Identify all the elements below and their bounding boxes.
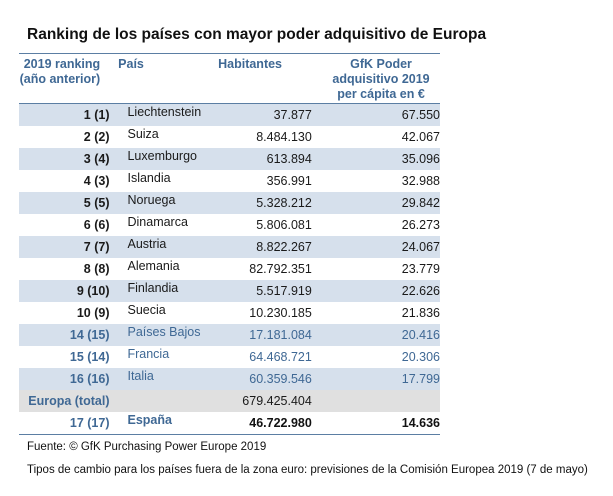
- table-row: 10 (9) Suecia 10.230.185 21.836: [19, 302, 440, 324]
- table-row: 4 (3) Islandia 356.991 32.988: [19, 170, 440, 192]
- cell-rank: 7 (7): [83, 240, 110, 254]
- cell-rank: 15 (14): [69, 350, 110, 364]
- table-row: 15 (14) Francia 64.468.721 20.306: [19, 346, 440, 368]
- cell-inhabitants: 10.230.185: [249, 306, 312, 320]
- cell-inhabitants: 8.822.267: [256, 240, 312, 254]
- cell-rank: 3 (4): [83, 152, 110, 166]
- cell-power: 22.626: [401, 284, 440, 298]
- cell-power: 17.799: [401, 372, 440, 386]
- cell-country: Finlandia: [127, 281, 179, 295]
- cell-power: 29.842: [401, 196, 440, 210]
- cell-inhabitants: 82.792.351: [249, 262, 312, 276]
- cell-inhabitants: 5.328.212: [256, 196, 312, 210]
- cell-country: Países Bajos: [127, 325, 201, 339]
- cell-rank: 16 (16): [69, 372, 110, 386]
- table-row: 16 (16) Italia 60.359.546 17.799: [19, 368, 440, 390]
- total-inhabitants: 679.425.404: [242, 394, 312, 408]
- header-purchasing-power: GfK Poder adquisitivo 2019 per cápita en…: [282, 54, 440, 103]
- header-power-line1: GfK Poder: [350, 57, 412, 71]
- cell-country: Suiza: [127, 127, 159, 141]
- cell-rank: 5 (5): [83, 196, 110, 210]
- header-rank: 2019 ranking (año anterior): [19, 54, 101, 103]
- source-note: Fuente: © GfK Purchasing Power Europe 20…: [27, 441, 267, 453]
- table-body: 1 (1) Liechtenstein 37.877 67.550 2 (2) Suiza…: [19, 104, 440, 390]
- total-label: Europa (total): [28, 394, 110, 408]
- header-power-line3: per cápita en €: [337, 87, 425, 101]
- cell-country: Dinamarca: [127, 215, 188, 229]
- table-row: 8 (8) Alemania 82.792.351 23.779: [19, 258, 440, 280]
- cell-rank: 14 (15): [69, 328, 110, 342]
- cell-power: 26.273: [401, 218, 440, 232]
- table-row: 3 (4) Luxemburgo 613.894 35.096: [19, 148, 440, 170]
- cell-inhabitants: 8.484.130: [256, 130, 312, 144]
- cell-rank: 4 (3): [83, 174, 110, 188]
- cell-country: Luxemburgo: [127, 149, 197, 163]
- exchange-note: Tipos de cambio para los países fuera de…: [27, 464, 588, 476]
- cell-inhabitants: 356.991: [266, 174, 312, 188]
- cell-country: Islandia: [127, 171, 171, 185]
- header-country: País: [118, 57, 144, 71]
- spain-power: 14.636: [401, 416, 440, 430]
- table-row: 2 (2) Suiza 8.484.130 42.067: [19, 126, 440, 148]
- table-row-total: Europa (total) 679.425.404: [19, 390, 440, 412]
- page-title: Ranking de los países con mayor poder ad…: [27, 26, 487, 43]
- cell-power: 42.067: [401, 130, 440, 144]
- cell-inhabitants: 37.877: [273, 108, 312, 122]
- cell-power: 24.067: [401, 240, 440, 254]
- cell-inhabitants: 5.517.919: [256, 284, 312, 298]
- cell-power: 32.988: [401, 174, 440, 188]
- cell-country: Alemania: [127, 259, 180, 273]
- cell-rank: 9 (10): [76, 284, 110, 298]
- table-header: 2019 ranking (año anterior) País Habitan…: [19, 54, 440, 104]
- cell-power: 35.096: [401, 152, 440, 166]
- table-row: 7 (7) Austria 8.822.267 24.067: [19, 236, 440, 258]
- cell-country: Noruega: [127, 193, 176, 207]
- cell-rank: 6 (6): [83, 218, 110, 232]
- cell-rank: 2 (2): [83, 130, 110, 144]
- header-rank-line2: (año anterior): [19, 72, 101, 86]
- table-row: 14 (15) Países Bajos 17.181.084 20.416: [19, 324, 440, 346]
- spain-inhabitants: 46.722.980: [249, 416, 312, 430]
- cell-power: 67.550: [401, 108, 440, 122]
- cell-country: Suecia: [127, 303, 166, 317]
- table-row-spain: 17 (17) España 46.722.980 14.636: [19, 412, 440, 434]
- cell-power: 21.836: [401, 306, 440, 320]
- cell-power: 23.779: [401, 262, 440, 276]
- cell-country: Francia: [127, 347, 170, 361]
- cell-inhabitants: 5.806.081: [256, 218, 312, 232]
- spain-rank: 17 (17): [69, 416, 110, 430]
- table-row: 5 (5) Noruega 5.328.212 29.842: [19, 192, 440, 214]
- table-row: 6 (6) Dinamarca 5.806.081 26.273: [19, 214, 440, 236]
- cell-inhabitants: 64.468.721: [249, 350, 312, 364]
- cell-country: Austria: [127, 237, 167, 251]
- table-row: 1 (1) Liechtenstein 37.877 67.550: [19, 104, 440, 126]
- cell-rank: 10 (9): [76, 306, 110, 320]
- cell-country: Italia: [127, 369, 154, 383]
- cell-inhabitants: 17.181.084: [249, 328, 312, 342]
- cell-inhabitants: 60.359.546: [249, 372, 312, 386]
- cell-rank: 1 (1): [83, 108, 110, 122]
- cell-country: Liechtenstein: [127, 105, 202, 119]
- header-inhabitants: Habitantes: [218, 57, 283, 71]
- ranking-table: 2019 ranking (año anterior) País Habitan…: [19, 53, 440, 435]
- cell-rank: 8 (8): [83, 262, 110, 276]
- spain-country: España: [127, 413, 172, 427]
- cell-power: 20.416: [401, 328, 440, 342]
- cell-power: 20.306: [401, 350, 440, 364]
- header-power-line2: adquisitivo 2019: [332, 72, 430, 86]
- header-rank-line1: 2019 ranking: [23, 57, 101, 71]
- cell-inhabitants: 613.894: [266, 152, 312, 166]
- table-row: 9 (10) Finlandia 5.517.919 22.626: [19, 280, 440, 302]
